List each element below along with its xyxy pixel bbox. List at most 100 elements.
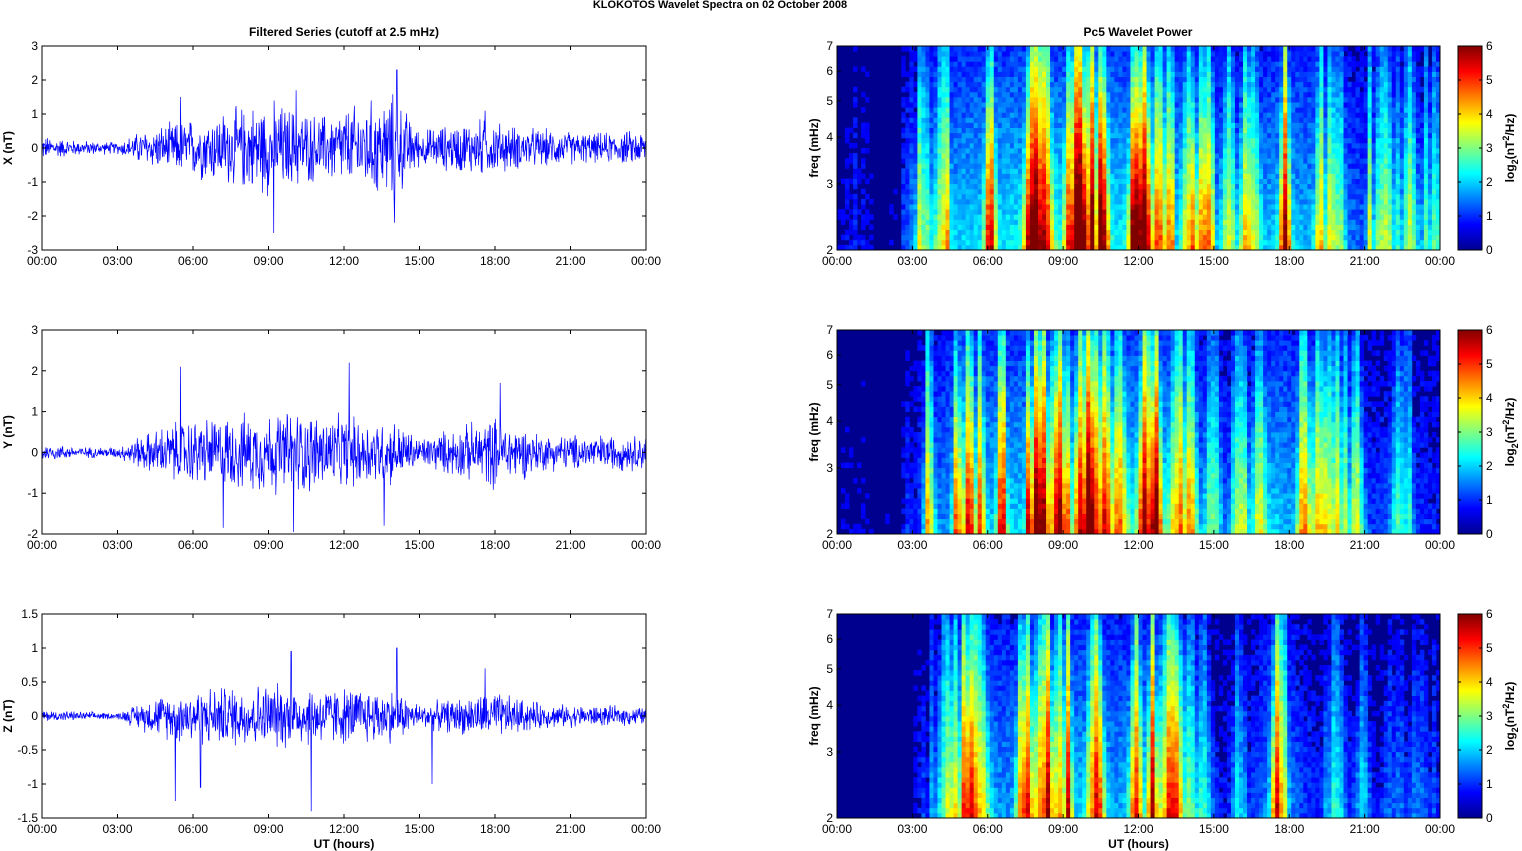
heatmap-cell [1098, 91, 1103, 98]
heatmap-cell [1299, 46, 1304, 52]
heatmap-cell [1054, 117, 1059, 123]
heatmap-cell [1299, 142, 1304, 149]
heatmap-cell [1303, 107, 1308, 113]
heatmap-cell [977, 173, 983, 179]
heatmap-cell [1046, 51, 1051, 57]
heatmap-cell [977, 229, 983, 236]
heatmap-cell [1033, 91, 1039, 98]
heatmap-cell [1158, 51, 1164, 57]
heatmap-cell [1303, 91, 1308, 98]
heatmap-cell [1106, 117, 1111, 123]
heatmap-cell [961, 209, 967, 215]
heatmap-cell [1130, 86, 1135, 93]
heatmap-cell [1291, 56, 1296, 62]
heatmap-cell [981, 91, 987, 98]
heatmap-cell [973, 46, 979, 52]
heatmap-cell [1303, 81, 1308, 88]
heatmap-cell [1359, 81, 1365, 88]
heatmap-cell [1066, 56, 1071, 62]
heatmap-cell [1050, 219, 1055, 225]
heatmap-cell [1226, 81, 1232, 88]
heatmap-cell [945, 56, 950, 62]
heatmap-cell [917, 122, 922, 128]
heatmap-cell [1050, 183, 1055, 190]
heatmap-cell [1142, 183, 1147, 190]
heatmap-cell [1263, 158, 1268, 164]
heatmap-cell [1017, 229, 1023, 236]
heatmap-cell [1251, 112, 1256, 118]
heatmap-cell [1078, 127, 1083, 134]
heatmap-cell [1214, 224, 1220, 230]
heatmap-cell [997, 46, 1003, 52]
heatmap-cell [1162, 86, 1168, 93]
heatmap-cell [961, 137, 967, 144]
heatmap-cell [1295, 158, 1300, 164]
heatmap-cell [861, 214, 866, 220]
heatmap-cell [933, 244, 938, 251]
heatmap-cell [1263, 224, 1268, 230]
heatmap-cell [1335, 127, 1340, 134]
heatmap-cell [1319, 199, 1324, 205]
heatmap-cell [973, 214, 979, 220]
heatmap-cell [993, 219, 999, 225]
heatmap-cell [1206, 112, 1212, 118]
heatmap-cell [965, 107, 971, 113]
heatmap-cell [1218, 229, 1224, 236]
heatmap-cell [1243, 81, 1248, 88]
heatmap-cell [901, 173, 906, 179]
heatmap-cell [929, 86, 934, 93]
heatmap-cell [1259, 117, 1264, 123]
heatmap-cell [1154, 188, 1159, 195]
heatmap-cell [1202, 204, 1208, 210]
heatmap-cell [1335, 97, 1340, 103]
heatmap-cell [1170, 71, 1176, 77]
heatmap-cell [1222, 204, 1228, 210]
heatmap-cell [1251, 56, 1256, 62]
heatmap-cell [1234, 224, 1240, 230]
heatmap-cell [1186, 163, 1192, 169]
heatmap-cell [1013, 209, 1019, 215]
heatmap-cell [1118, 234, 1123, 241]
heatmap-cell [1066, 66, 1071, 72]
heatmap-cell [1154, 102, 1159, 108]
heatmap-cell [997, 97, 1003, 103]
heatmap-cell [1150, 199, 1155, 205]
heatmap-cell [1247, 214, 1252, 220]
heatmap-cell [917, 137, 922, 144]
heatmap-cell [1062, 132, 1067, 139]
heatmap-cell [1090, 239, 1095, 246]
heatmap-cell [989, 71, 995, 77]
heatmap-cell [1210, 61, 1216, 67]
heatmap-cell [1311, 178, 1316, 185]
heatmap-cell [1150, 117, 1155, 123]
heatmap-cell [977, 81, 983, 88]
heatmap-cell [1033, 122, 1039, 128]
heatmap-cell [1178, 122, 1184, 128]
heatmap-cell [1367, 193, 1373, 200]
heatmap-cell [1162, 234, 1168, 241]
heatmap-cell [1299, 112, 1304, 118]
heatmap-cell [925, 56, 930, 62]
heatmap-cell [973, 102, 979, 108]
heatmap-cell [929, 173, 934, 179]
heatmap-cell [1307, 239, 1312, 246]
heatmap-cell [1351, 81, 1356, 88]
heatmap-cell [1178, 239, 1184, 246]
heatmap-cell [1090, 132, 1095, 139]
heatmap-cell [969, 71, 975, 77]
heatmap-cell [1174, 158, 1180, 164]
heatmap-cell [1094, 153, 1099, 159]
heatmap-cell [981, 163, 987, 169]
heatmap-cell [1275, 46, 1280, 52]
heatmap-cell [1343, 102, 1348, 108]
heatmap-cell [1303, 158, 1308, 164]
heatmap-cell [905, 204, 910, 210]
heatmap-cell [1271, 239, 1276, 246]
heatmap-cell [1214, 51, 1220, 57]
heatmap-cell [1126, 56, 1131, 62]
heatmap-cell [1323, 244, 1328, 251]
heatmap-cell [1355, 183, 1360, 190]
heatmap-cell [1082, 244, 1087, 251]
heatmap-cell [1222, 199, 1228, 205]
heatmap-cell [1001, 86, 1007, 93]
